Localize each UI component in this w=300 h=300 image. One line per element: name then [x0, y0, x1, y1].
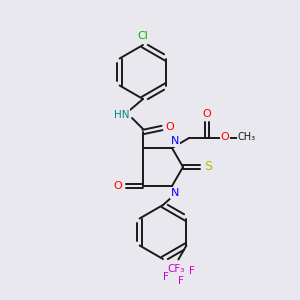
Text: CH₃: CH₃	[238, 132, 256, 142]
Text: Cl: Cl	[138, 31, 148, 41]
Text: O: O	[220, 132, 230, 142]
Text: O: O	[166, 122, 174, 132]
Text: N: N	[171, 188, 179, 198]
Text: O: O	[114, 181, 122, 191]
Text: F: F	[164, 272, 169, 283]
Text: HN: HN	[114, 110, 130, 120]
Text: N: N	[171, 136, 179, 146]
Text: F: F	[189, 266, 195, 277]
Text: O: O	[202, 109, 211, 119]
Text: F: F	[178, 277, 184, 286]
Text: CF₃: CF₃	[168, 265, 185, 275]
Text: S: S	[204, 160, 212, 173]
